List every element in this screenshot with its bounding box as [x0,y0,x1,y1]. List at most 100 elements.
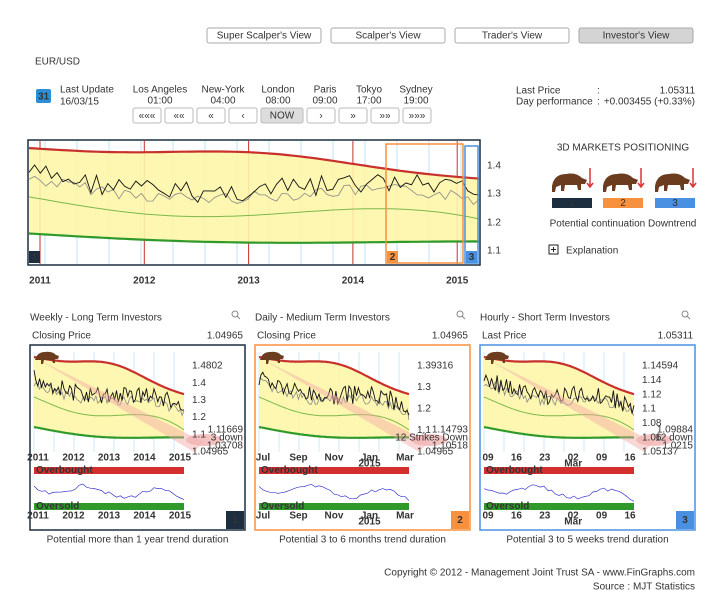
y-tick-label: 1.3 [487,189,501,200]
step-button[interactable] [228,107,258,124]
control-label: » [350,111,356,122]
y-tick-label: 1.4 [487,161,501,172]
price-line [258,371,410,416]
avg-line [28,175,480,205]
y-tick-label: 1.05137 [642,447,679,458]
clock-city: London [261,85,294,96]
view-button-label: Super Scalper's View [217,31,312,42]
view-button[interactable] [206,27,322,44]
x-tick-label: 2013 [98,511,121,522]
y-tick-label: 1.3 [417,382,431,393]
clock-city: New-York [202,85,246,96]
zoom-icon[interactable] [231,310,239,318]
upper-band [258,355,410,396]
level-bar [655,198,695,208]
upper-band [483,355,635,396]
view-button[interactable] [578,27,694,44]
x-tick-label: 2012 [62,453,85,464]
plus [551,247,556,252]
avg-line [33,382,185,417]
price-label: Last Price [482,331,527,342]
view-button-label: Trader's View [482,31,543,42]
target-label: 12 Strikes Down [395,433,468,444]
overbought-bar [259,467,409,474]
control-label: › [319,111,322,122]
y-tick-label: 1.1 [192,429,206,440]
control-label: NOW [270,111,295,122]
oversold-label: Oversold [261,501,304,512]
x-tick-label: Jul [256,511,271,522]
x-tick-label: 2012 [133,276,156,287]
target-label: 1.09884 [657,425,694,436]
x-tick-label: 2015 [169,511,192,522]
x-tick-label: Nov [325,453,344,464]
view-button[interactable] [454,27,570,44]
clock-city: Los Angeles [133,85,188,96]
level-bar [552,198,592,208]
x-tick-label: 2015 [446,276,469,287]
bear-icon [655,173,690,192]
mid-line [33,396,185,431]
y-tick-label: 1.4 [192,378,206,389]
lower-band [28,232,480,244]
panel-badge [226,511,244,529]
mid-line [483,396,635,431]
y-tick-label: 1.39316 [417,361,454,372]
separator: : [597,86,600,97]
last-price: 1.05311 [660,86,696,97]
y-tick-label: 1.08 [642,418,662,429]
copyright: Copyright © 2012 - Management Joint Trus… [384,568,695,579]
y-tick-label: 1.1 [417,425,431,436]
projection [489,360,654,452]
y-tick-label: 1.1 [487,246,501,257]
oscillator-line [483,484,635,502]
perf-value: +0.003455 (+0.33%) [604,97,695,108]
zoom-handle [686,315,691,320]
step-button[interactable] [196,107,226,124]
y-tick-label: 1.4802 [192,361,223,372]
panel-title: Hourly - Short Term Investors [480,313,610,324]
source: Source : MJT Statistics [593,582,695,593]
price-line [483,373,635,414]
panel-title: Weekly - Long Term Investors [30,313,162,324]
x-tick-label: Sep [289,511,307,522]
oversold-label: Oversold [486,501,529,512]
price-label: Closing Price [32,331,91,342]
target-label: 1.11669 [208,425,244,436]
step-button[interactable] [402,107,432,124]
down-arrow [637,168,645,189]
step-button[interactable] [132,107,162,124]
x-tick-label: 16 [511,453,523,464]
x-tick-label: 02 [568,453,580,464]
x-tick-label: 09 [596,453,608,464]
zoom-icon[interactable] [456,310,464,318]
bear-icon [485,351,509,364]
range-badge-label: 1 [32,252,38,263]
pair-title: EUR/USD [35,57,80,68]
zoom-icon[interactable] [681,310,689,318]
target-label: 1.03708 [207,441,244,452]
step-button[interactable] [164,107,194,124]
target-zone [186,434,222,446]
oversold-bar [259,503,409,510]
overbought-bar [484,467,634,474]
control-label: »» [379,111,391,122]
overbought-label: Overbought [36,465,93,476]
x-tick-label: Mar [396,453,414,464]
x-tick-label: Sep [289,453,307,464]
panel-title: Daily - Medium Term Investors [255,313,390,324]
now-button[interactable] [260,107,304,124]
step-button[interactable] [306,107,336,124]
x-tick-label: 2014 [133,511,156,522]
clock-time: 01:00 [147,96,172,107]
clock-time: 04:00 [210,96,235,107]
bear-icon [552,173,587,192]
step-button[interactable] [370,107,400,124]
x-tick-label: 23 [539,511,551,522]
separator: : [597,97,600,108]
oversold-bar [34,503,184,510]
view-button[interactable] [330,27,446,44]
target-zone [411,434,447,446]
range-badge-label: 3 [469,252,475,263]
step-button[interactable] [338,107,368,124]
